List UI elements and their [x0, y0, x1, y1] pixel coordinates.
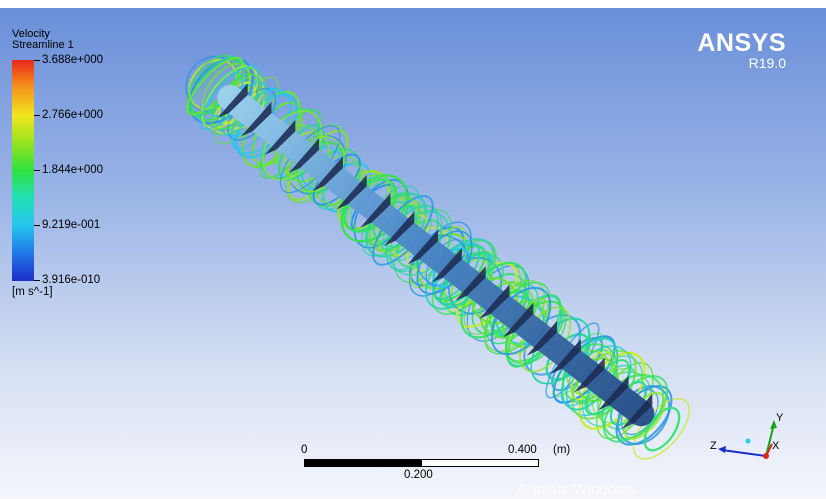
graphics-viewport[interactable]: Velocity Streamline 1 3.688e+000 2.766e+…	[0, 8, 826, 499]
legend-object: Streamline 1	[12, 39, 74, 51]
brand-name: ANSYS	[697, 29, 786, 57]
scale-end-label: 0.400	[508, 444, 537, 456]
legend-tick	[34, 170, 40, 171]
scale-start-label: 0	[301, 444, 308, 456]
axis-triad-graphic	[718, 420, 777, 459]
activate-windows-watermark: Activate Windows	[516, 481, 635, 498]
screw-blade	[550, 339, 581, 374]
screw-blade	[526, 320, 558, 356]
legend-tick-label: 1.844e+000	[42, 164, 104, 176]
ansys-logo: ANSYS R19.0	[697, 30, 786, 71]
legend-tick-label: 3.688e+000	[42, 54, 104, 66]
screw-blade	[241, 101, 272, 137]
legend-tick-label: 9.219e-001	[42, 219, 101, 231]
axis-x-label: X	[772, 440, 780, 452]
screw-blade	[336, 174, 367, 210]
screw-blade	[455, 266, 486, 301]
legend-tick	[34, 60, 40, 61]
scale-bar-white	[421, 459, 539, 467]
streamline-render[interactable]	[0, 8, 826, 499]
screw-blades	[217, 83, 653, 429]
screw-blade	[288, 138, 320, 173]
axis-z-label: Z	[710, 440, 717, 452]
screw-blade	[502, 302, 534, 338]
legend-tick	[34, 115, 40, 116]
screw-blade	[407, 229, 439, 265]
legend-tick	[34, 280, 40, 281]
legend-variable: Velocity	[12, 28, 50, 40]
legend-tick-label: 2.766e+000	[42, 109, 104, 121]
legend-tick-label: 3.916e-010	[42, 274, 101, 286]
screw-blade	[621, 393, 653, 429]
scale-bar-black	[304, 459, 422, 467]
axis-triad-icon[interactable]: Y Z X	[700, 404, 800, 479]
scale-mid-label: 0.200	[404, 469, 433, 481]
screw-blade	[217, 83, 248, 119]
screw-blade	[574, 357, 605, 393]
legend-colorbar	[12, 60, 34, 281]
legend-tick	[34, 225, 40, 226]
screw-blade	[312, 156, 343, 192]
screw-blade	[383, 211, 415, 247]
screw-blade	[598, 375, 629, 411]
screw-blade	[264, 120, 296, 155]
axis-y-label: Y	[776, 412, 784, 424]
legend-units: [m s^-1]	[12, 286, 53, 298]
scale-unit-label: (m)	[553, 444, 571, 456]
screw-blade	[431, 247, 462, 283]
brand-version: R19.0	[748, 55, 786, 71]
screw-blade	[479, 284, 510, 320]
screw-blade	[360, 193, 391, 228]
